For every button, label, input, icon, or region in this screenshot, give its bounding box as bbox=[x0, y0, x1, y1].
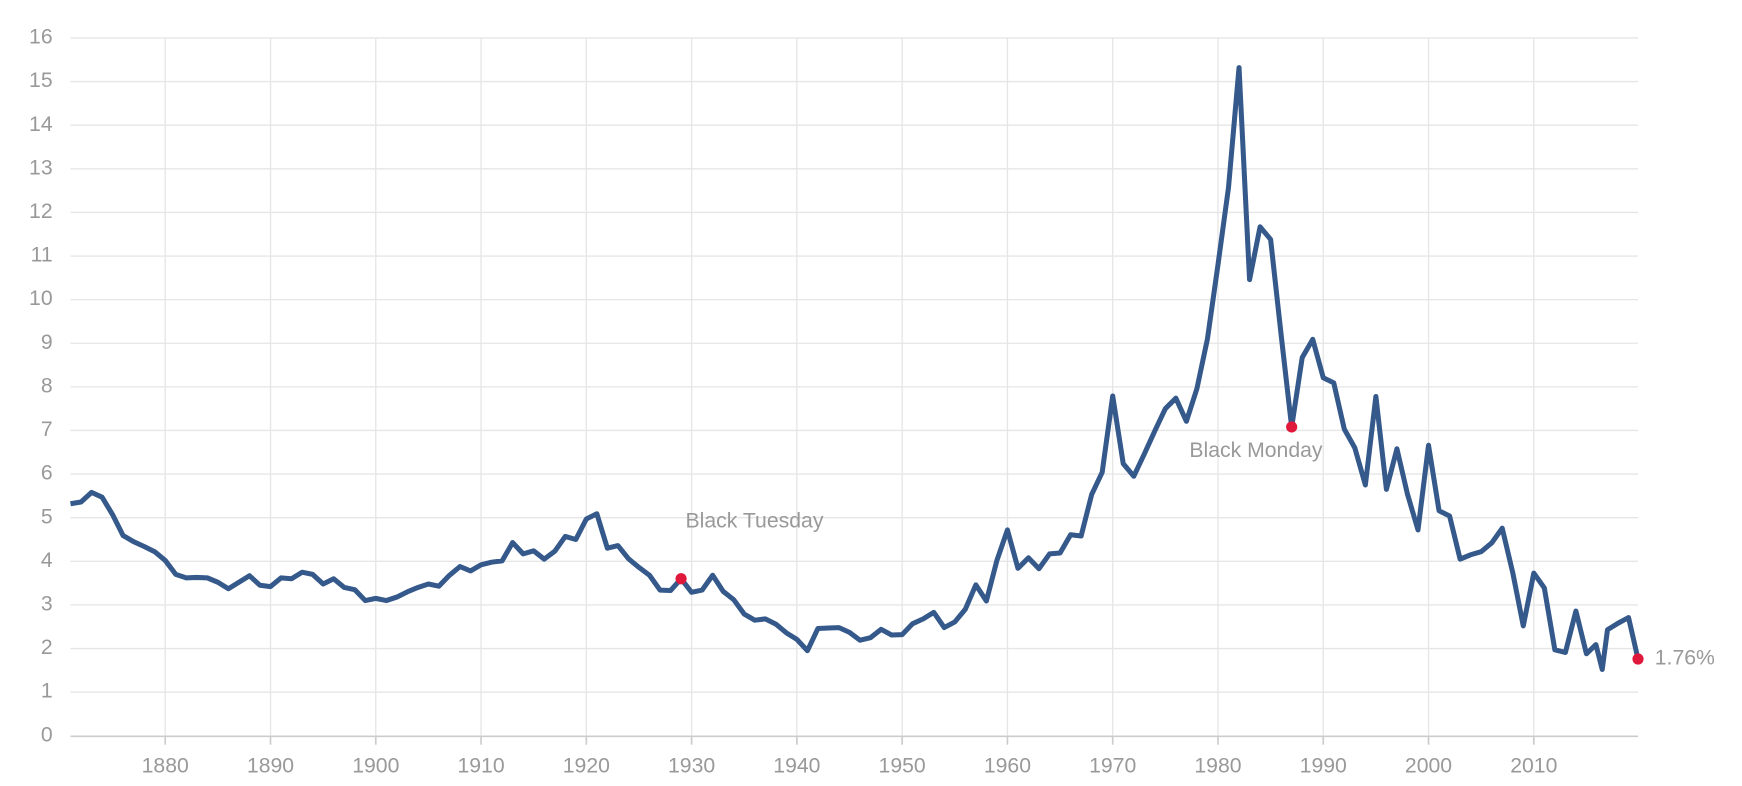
highlight-dot bbox=[1632, 653, 1644, 665]
x-tick-label: 1990 bbox=[1300, 755, 1347, 778]
x-tick-label: 1910 bbox=[457, 755, 504, 778]
y-tick-label: 13 bbox=[29, 156, 53, 179]
line-series bbox=[70, 65, 1641, 672]
annotation: Black Tuesday bbox=[686, 509, 824, 532]
y-tick-label: 11 bbox=[31, 244, 53, 267]
y-tick-label: 4 bbox=[41, 549, 53, 572]
x-tick-label: 1900 bbox=[352, 755, 399, 778]
x-tick-label: 1970 bbox=[1089, 755, 1136, 778]
x-tick-label: 1960 bbox=[984, 755, 1031, 778]
x-tick-label: 1930 bbox=[668, 755, 715, 778]
x-tick-label: 1890 bbox=[247, 755, 294, 778]
y-tick-label: 10 bbox=[29, 287, 53, 310]
y-tick-label: 7 bbox=[41, 418, 53, 441]
y-tick-label: 1 bbox=[41, 680, 53, 703]
x-tick-label: 1950 bbox=[879, 755, 926, 778]
y-tick-label: 9 bbox=[41, 331, 53, 354]
y-tick-label: 15 bbox=[29, 69, 53, 92]
last-value-label: 1.76% bbox=[1655, 647, 1715, 670]
y-tick-label: 8 bbox=[41, 374, 53, 397]
y-tick-label: 14 bbox=[29, 113, 53, 136]
y-tick-label: 6 bbox=[41, 462, 53, 485]
x-tick-label: 2010 bbox=[1510, 755, 1557, 778]
y-tick-label: 2 bbox=[41, 636, 53, 659]
highlight-dot bbox=[1286, 421, 1298, 433]
x-tick-label: 1980 bbox=[1194, 755, 1241, 778]
highlight-dot bbox=[675, 573, 687, 585]
y-tick-label: 16 bbox=[29, 26, 53, 49]
x-tick-label: 1940 bbox=[773, 755, 820, 778]
y-tick-label: 3 bbox=[41, 593, 53, 616]
y-tick-label: 12 bbox=[29, 200, 53, 223]
y-tick-label: 5 bbox=[41, 505, 53, 528]
x-tick-label: 2000 bbox=[1405, 755, 1452, 778]
annotation: Black Monday bbox=[1189, 439, 1323, 462]
y-tick-label: 0 bbox=[41, 723, 53, 746]
x-tick-label: 1920 bbox=[563, 755, 610, 778]
x-tick-label: 1880 bbox=[142, 755, 189, 778]
